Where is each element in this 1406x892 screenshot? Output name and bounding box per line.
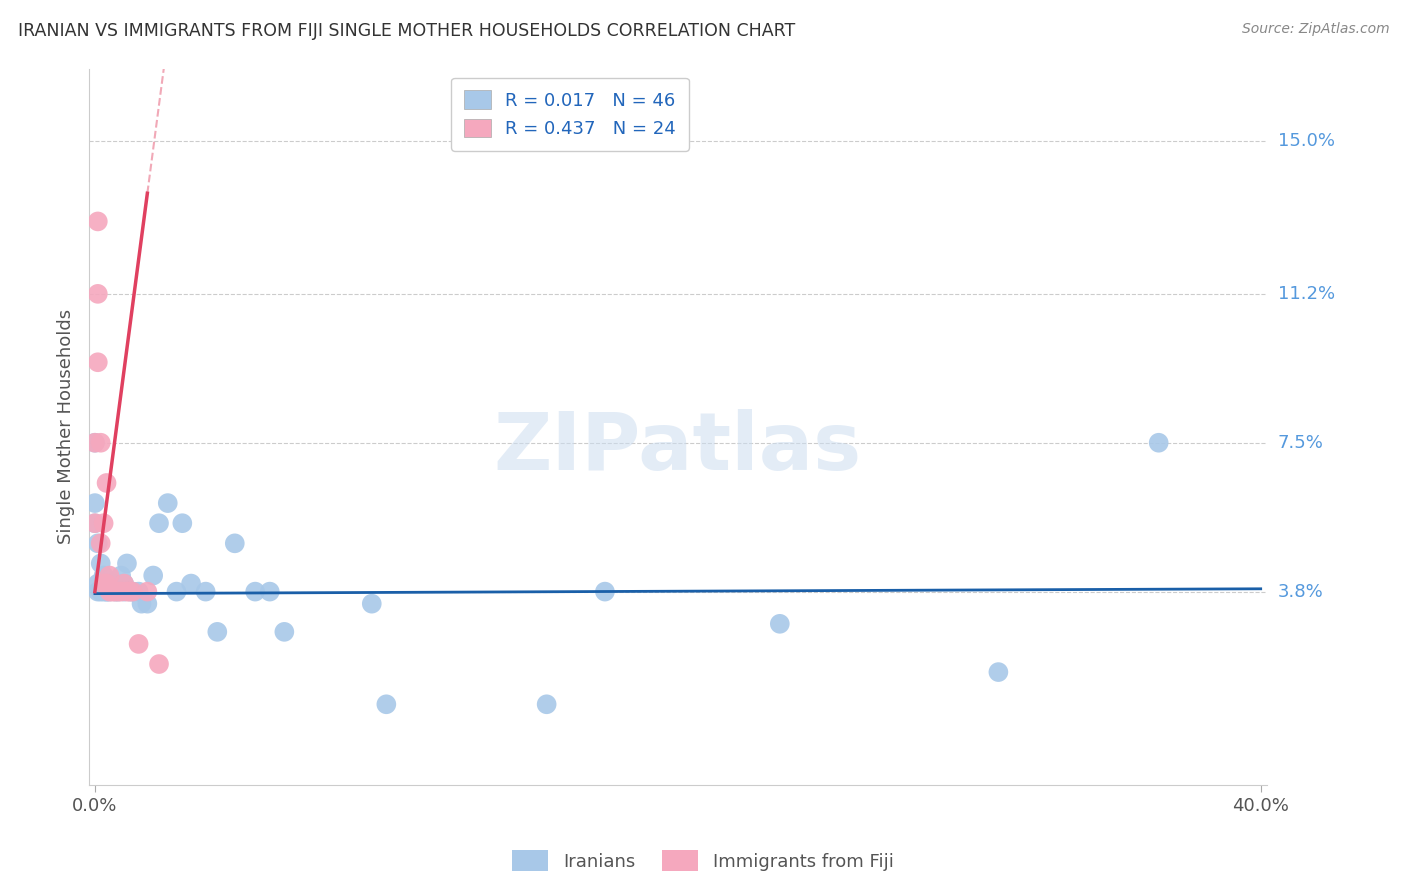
Point xyxy=(90,584,112,599)
Point xyxy=(121,584,143,599)
Point xyxy=(96,584,118,599)
Point xyxy=(593,584,616,599)
Point xyxy=(83,516,105,531)
Point xyxy=(207,624,229,639)
Point xyxy=(121,584,143,599)
Point xyxy=(101,576,124,591)
Point xyxy=(96,475,118,490)
Point xyxy=(987,665,1010,679)
Point xyxy=(87,286,110,301)
Legend: Iranians, Immigrants from Fiji: Iranians, Immigrants from Fiji xyxy=(505,843,901,879)
Point xyxy=(104,584,127,599)
Y-axis label: Single Mother Households: Single Mother Households xyxy=(58,309,75,544)
Point xyxy=(83,516,105,531)
Text: 3.8%: 3.8% xyxy=(1278,582,1323,600)
Point xyxy=(98,576,121,591)
Point xyxy=(112,576,135,591)
Text: Source: ZipAtlas.com: Source: ZipAtlas.com xyxy=(1241,22,1389,37)
Point xyxy=(90,536,112,550)
Point xyxy=(245,584,267,599)
Point xyxy=(536,698,558,712)
Point xyxy=(375,698,398,712)
Point xyxy=(156,496,179,510)
Point xyxy=(1147,435,1170,450)
Point xyxy=(166,584,188,599)
Point xyxy=(93,516,115,531)
Point xyxy=(93,576,115,591)
Text: 7.5%: 7.5% xyxy=(1278,434,1323,451)
Point xyxy=(93,584,115,599)
Point xyxy=(148,657,170,671)
Point xyxy=(87,355,110,369)
Point xyxy=(83,435,105,450)
Point xyxy=(93,568,115,582)
Point xyxy=(104,584,127,599)
Point xyxy=(96,584,118,599)
Point xyxy=(194,584,217,599)
Point xyxy=(83,435,105,450)
Point xyxy=(87,584,110,599)
Point xyxy=(107,584,129,599)
Legend: R = 0.017   N = 46, R = 0.437   N = 24: R = 0.017 N = 46, R = 0.437 N = 24 xyxy=(451,78,689,151)
Point xyxy=(180,576,202,591)
Point xyxy=(172,516,194,531)
Point xyxy=(142,568,165,582)
Point xyxy=(93,576,115,591)
Point xyxy=(101,584,124,599)
Point xyxy=(98,568,121,582)
Point xyxy=(115,584,138,599)
Point xyxy=(98,584,121,599)
Point xyxy=(136,597,159,611)
Point xyxy=(90,435,112,450)
Point xyxy=(83,496,105,510)
Text: IRANIAN VS IMMIGRANTS FROM FIJI SINGLE MOTHER HOUSEHOLDS CORRELATION CHART: IRANIAN VS IMMIGRANTS FROM FIJI SINGLE M… xyxy=(18,22,796,40)
Point xyxy=(273,624,295,639)
Point xyxy=(110,568,132,582)
Point xyxy=(90,557,112,571)
Point xyxy=(148,516,170,531)
Point xyxy=(128,584,150,599)
Point xyxy=(87,576,110,591)
Point xyxy=(131,597,153,611)
Point xyxy=(98,584,121,599)
Text: ZIPatlas: ZIPatlas xyxy=(494,409,862,487)
Point xyxy=(112,584,135,599)
Point xyxy=(110,584,132,599)
Point xyxy=(118,584,141,599)
Point xyxy=(769,616,792,631)
Point xyxy=(259,584,281,599)
Point xyxy=(224,536,246,550)
Point xyxy=(96,576,118,591)
Point xyxy=(87,536,110,550)
Text: 15.0%: 15.0% xyxy=(1278,132,1334,150)
Point xyxy=(112,576,135,591)
Point xyxy=(115,557,138,571)
Point xyxy=(136,584,159,599)
Point xyxy=(107,584,129,599)
Point xyxy=(360,597,382,611)
Point xyxy=(87,214,110,228)
Point xyxy=(118,584,141,599)
Text: 11.2%: 11.2% xyxy=(1278,285,1334,303)
Point xyxy=(128,637,150,651)
